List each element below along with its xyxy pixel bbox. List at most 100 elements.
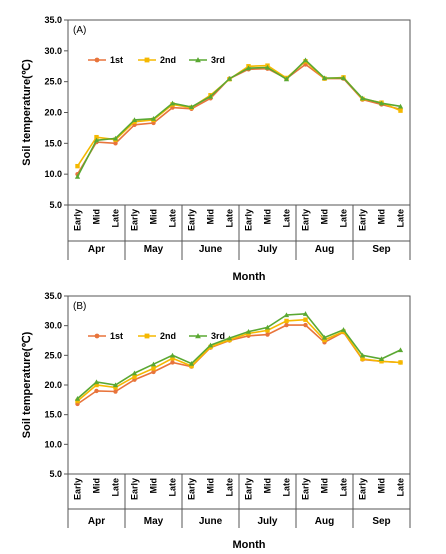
x-tick-label: Late	[339, 209, 349, 228]
data-point	[207, 93, 214, 99]
plot-frame	[67, 19, 411, 206]
month-label: Apr	[88, 244, 105, 255]
data-point	[321, 334, 328, 340]
data-point	[188, 361, 195, 366]
y-tick-label: 10.0	[44, 439, 62, 449]
month-label: Sep	[372, 244, 390, 255]
legend-marker	[94, 333, 100, 339]
legend-label: 2nd	[160, 55, 176, 65]
data-point	[74, 396, 81, 401]
data-point	[150, 116, 157, 121]
legend-label: 3rd	[211, 55, 225, 65]
data-point	[265, 328, 270, 333]
y-tick-label: 35.0	[44, 15, 62, 25]
panel-label: (B)	[73, 301, 86, 312]
x-tick-label: Early	[358, 209, 368, 231]
y-tick-label: 5.0	[49, 469, 62, 479]
series-2nd	[75, 317, 403, 404]
legend: 1st 2nd 3rd	[88, 331, 225, 341]
x-tick-label: Early	[73, 209, 83, 231]
data-point	[303, 317, 308, 322]
data-point	[265, 332, 270, 337]
data-point	[169, 100, 176, 106]
data-point	[340, 75, 347, 81]
y-tick-label: 15.0	[44, 410, 62, 420]
x-tick-label: Mid	[320, 209, 330, 225]
x-tick-label: Early	[301, 209, 311, 231]
data-point	[131, 117, 138, 123]
series-line	[76, 58, 401, 177]
data-point	[359, 95, 366, 101]
data-point	[94, 388, 99, 394]
x-tick-label: Early	[130, 478, 140, 500]
data-point	[151, 369, 156, 375]
legend-label: 2nd	[160, 331, 176, 341]
x-tick-label: Late	[282, 209, 292, 228]
x-tick-label: Mid	[92, 209, 102, 225]
x-tick-label: Late	[396, 209, 406, 228]
month-label: July	[257, 244, 277, 255]
data-point	[170, 360, 175, 365]
y-tick-label: 25.0	[44, 350, 62, 360]
data-point	[188, 104, 195, 110]
y-axis-label: Soil temperature(℃)	[21, 331, 33, 438]
series-1st	[75, 62, 403, 177]
month-label: Aug	[315, 244, 334, 255]
data-point	[112, 382, 119, 388]
data-point	[150, 361, 157, 367]
x-tick-label: Mid	[377, 478, 387, 494]
series-line	[76, 312, 401, 400]
data-point	[132, 374, 137, 379]
data-point	[359, 352, 366, 358]
data-point	[397, 103, 404, 109]
x-tick-label: Early	[358, 478, 368, 500]
x-tick-label: Early	[187, 478, 197, 500]
month-label: Aug	[315, 516, 334, 527]
y-tick-label: 5.0	[49, 200, 62, 210]
month-label: June	[199, 244, 223, 255]
y-tick-label: 35.0	[44, 291, 62, 301]
x-tick-label: Late	[225, 478, 235, 497]
data-point	[397, 347, 404, 353]
data-point	[321, 75, 328, 81]
x-tick-label: Early	[187, 209, 197, 231]
data-point	[169, 352, 176, 358]
x-tick-label: Early	[244, 209, 254, 231]
data-point	[226, 335, 233, 341]
x-tick-label: Mid	[320, 478, 330, 494]
y-tick-label: 15.0	[44, 138, 62, 148]
chart-panel-a: 5.0 10.0 15.0 20.0 25.0 30.0 35.0 Soil temperat…	[21, 15, 411, 283]
data-point	[360, 356, 365, 362]
y-axis-label: Soil temperature(℃)	[21, 59, 33, 166]
data-point	[302, 57, 309, 63]
x-tick-label: Late	[168, 478, 178, 497]
x-tick-label: Late	[282, 478, 292, 497]
data-point	[113, 385, 118, 390]
data-point	[302, 311, 309, 316]
x-tick-label: Mid	[377, 209, 387, 225]
month-label: May	[144, 244, 164, 255]
data-point	[113, 141, 118, 146]
series-line	[76, 318, 401, 402]
data-point	[283, 76, 290, 82]
month-label: Apr	[88, 516, 105, 527]
data-point	[245, 65, 252, 71]
legend-marker	[144, 333, 150, 339]
panel-label: (A)	[73, 25, 86, 36]
data-point	[303, 322, 308, 328]
data-point	[378, 100, 385, 106]
x-tick-label: Early	[244, 478, 254, 500]
legend-label: 3rd	[211, 331, 225, 341]
data-point	[264, 324, 271, 330]
y-tick-label: 10.0	[44, 169, 62, 179]
month-label: May	[144, 516, 164, 527]
data-point	[398, 360, 403, 365]
y-tick-label: 25.0	[44, 77, 62, 87]
x-tick-label: Late	[168, 209, 178, 228]
data-point	[170, 356, 175, 361]
x-axis-label: Month	[233, 539, 266, 551]
data-point	[93, 379, 100, 385]
data-point	[75, 163, 80, 169]
x-tick-label: Mid	[92, 478, 102, 494]
